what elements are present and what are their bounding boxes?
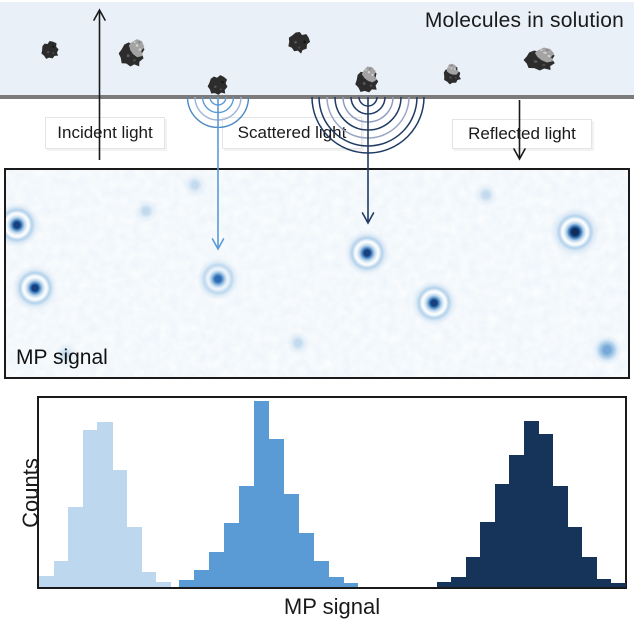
histogram-bar <box>155 582 171 587</box>
mp-signal-spot <box>410 279 457 326</box>
histogram-bar <box>68 507 84 587</box>
histogram-bars-area <box>39 398 626 587</box>
histogram-bar <box>538 434 554 587</box>
reflected-light-text: Reflected light <box>468 124 576 143</box>
histogram-bar <box>523 421 539 587</box>
mp-signal-spot <box>343 229 390 276</box>
histogram-bar <box>82 430 98 587</box>
noise-smudge <box>133 198 159 224</box>
histogram-bar <box>283 494 299 587</box>
histogram-bar <box>112 470 128 587</box>
histogram-bar <box>567 527 583 587</box>
mp-signal-image-panel: MP signal <box>4 168 630 379</box>
histogram-bar <box>179 580 195 587</box>
mp-panel-label: MP signal <box>16 346 108 369</box>
histogram-bar <box>208 552 225 587</box>
histogram-bar <box>223 523 240 587</box>
measurement-surface-line <box>0 95 634 99</box>
noise-smudge <box>182 172 208 198</box>
scattered-light-text: Scattered light <box>237 123 347 142</box>
scattered-light-label: Scattered light <box>222 117 362 149</box>
histogram-bar <box>39 576 55 587</box>
histogram-bar <box>268 439 284 587</box>
noise-smudge <box>53 342 79 368</box>
histogram-bar <box>298 533 314 587</box>
reflected-light-label: Reflected light <box>452 119 592 149</box>
histogram-bar <box>126 527 142 587</box>
noise-smudge <box>285 330 311 356</box>
mp-signal-spot <box>589 332 624 367</box>
histogram-plot-box <box>37 396 627 589</box>
molecules-in-solution-title: Molecules in solution <box>424 9 624 32</box>
histogram-bar <box>451 577 467 587</box>
histogram-bar <box>53 561 69 587</box>
scattered-wave-arc <box>350 96 386 115</box>
histogram-bar <box>328 577 344 587</box>
histogram-bar <box>480 522 496 587</box>
y-axis-label: Counts <box>18 458 43 528</box>
mp-signal-spot <box>549 206 600 257</box>
histogram-bar <box>610 583 626 587</box>
noise-smudge <box>473 182 499 208</box>
histogram-bar <box>141 572 157 587</box>
histogram-bar <box>193 570 210 587</box>
mp-signal-spot <box>195 256 240 301</box>
histogram-bar <box>97 422 113 587</box>
histogram-bar <box>238 486 255 587</box>
histogram-bar <box>509 455 525 587</box>
histogram-bar <box>494 484 510 587</box>
histogram-bar <box>596 579 612 587</box>
histogram-bar <box>552 486 568 587</box>
incident-light-label: Incident light <box>45 117 165 149</box>
incident-light-text: Incident light <box>57 123 153 142</box>
histogram-bar <box>342 583 359 587</box>
histogram-bar <box>436 582 452 587</box>
x-axis-label: MP signal <box>283 594 381 619</box>
histogram-bar <box>253 401 269 587</box>
scattered-wave-arc <box>201 96 235 114</box>
histogram-bar <box>313 561 329 587</box>
histogram-bar <box>581 557 597 587</box>
mp-signal-spot <box>11 264 58 311</box>
background-noise-texture <box>6 170 628 377</box>
histogram-bar <box>465 557 481 587</box>
